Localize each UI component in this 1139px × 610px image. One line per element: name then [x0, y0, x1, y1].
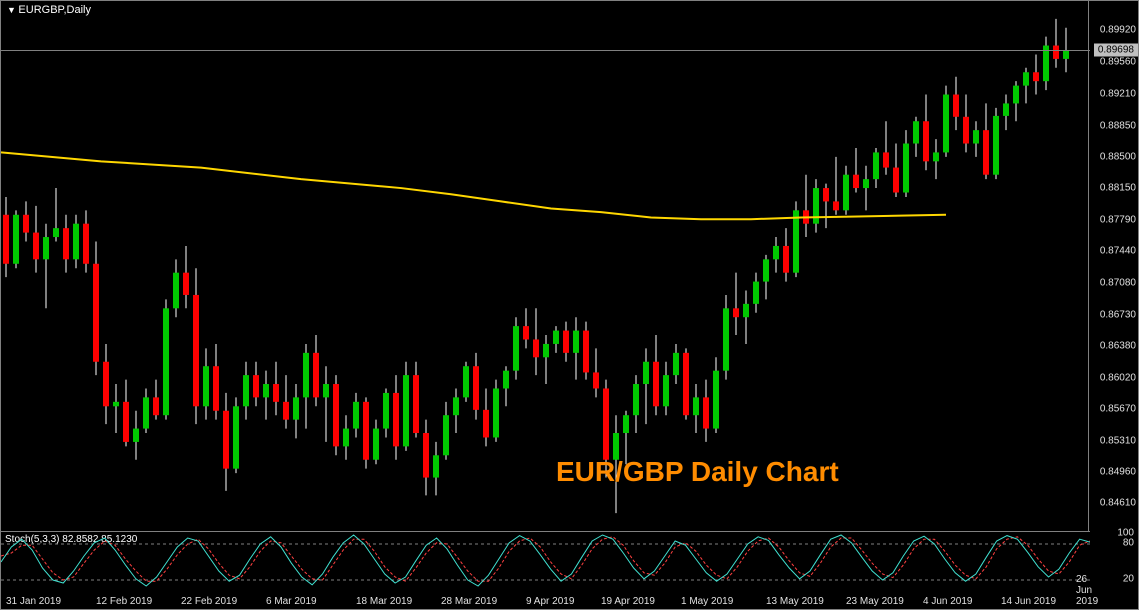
chart-title: EUR/GBP Daily Chart: [556, 456, 839, 488]
price-tick: 0.85670: [1100, 403, 1136, 414]
price-tick: 0.87790: [1100, 215, 1136, 226]
price-tick: 0.86380: [1100, 340, 1136, 351]
date-tick: 12 Feb 2019: [96, 596, 152, 607]
stochastic-panel[interactable]: Stoch(5,3,3) 82.8582 85.1230: [1, 531, 1090, 591]
date-tick: 18 Mar 2019: [356, 596, 412, 607]
price-tick: 0.85310: [1100, 436, 1136, 447]
current-price-line: [1, 50, 1090, 51]
price-tick: 0.84610: [1100, 498, 1136, 509]
price-tick: 0.88850: [1100, 120, 1136, 131]
date-tick: 4 Jun 2019: [923, 596, 973, 607]
chart-container: EURGBP,Daily 0.89698 0.89920 0.89560 0.892…: [0, 0, 1139, 610]
date-tick: 14 Jun 2019: [1001, 596, 1056, 607]
price-tick: 0.88500: [1100, 151, 1136, 162]
date-tick: 13 May 2019: [766, 596, 824, 607]
date-tick: 6 Mar 2019: [266, 596, 317, 607]
price-tick: 0.89560: [1100, 57, 1136, 68]
date-axis: 31 Jan 2019 12 Feb 2019 22 Feb 2019 6 Mar 2…: [1, 591, 1090, 609]
date-tick: 26 Jun 2019: [1076, 574, 1098, 607]
date-tick: 28 Mar 2019: [441, 596, 497, 607]
price-tick: 0.88150: [1100, 183, 1136, 194]
date-tick: 22 Feb 2019: [181, 596, 237, 607]
price-tick: 0.84960: [1100, 467, 1136, 478]
candlestick-chart[interactable]: [1, 1, 1090, 531]
price-tick: 0.87080: [1100, 278, 1136, 289]
price-tick: 0.89210: [1100, 88, 1136, 99]
date-tick: 1 May 2019: [681, 596, 733, 607]
price-tick: 0.89920: [1100, 25, 1136, 36]
date-tick: 31 Jan 2019: [6, 596, 61, 607]
date-tick: 19 Apr 2019: [601, 596, 655, 607]
price-tick: 0.86020: [1100, 372, 1136, 383]
date-tick: 9 Apr 2019: [526, 596, 574, 607]
symbol-label: EURGBP,Daily: [7, 4, 91, 16]
date-tick: 23 May 2019: [846, 596, 904, 607]
price-tick: 0.87440: [1100, 246, 1136, 257]
current-price-marker: 0.89698: [1094, 44, 1138, 57]
price-tick: 0.86730: [1100, 309, 1136, 320]
price-axis: 0.89698 0.89920 0.89560 0.89210 0.88850 0.88…: [1088, 1, 1138, 531]
